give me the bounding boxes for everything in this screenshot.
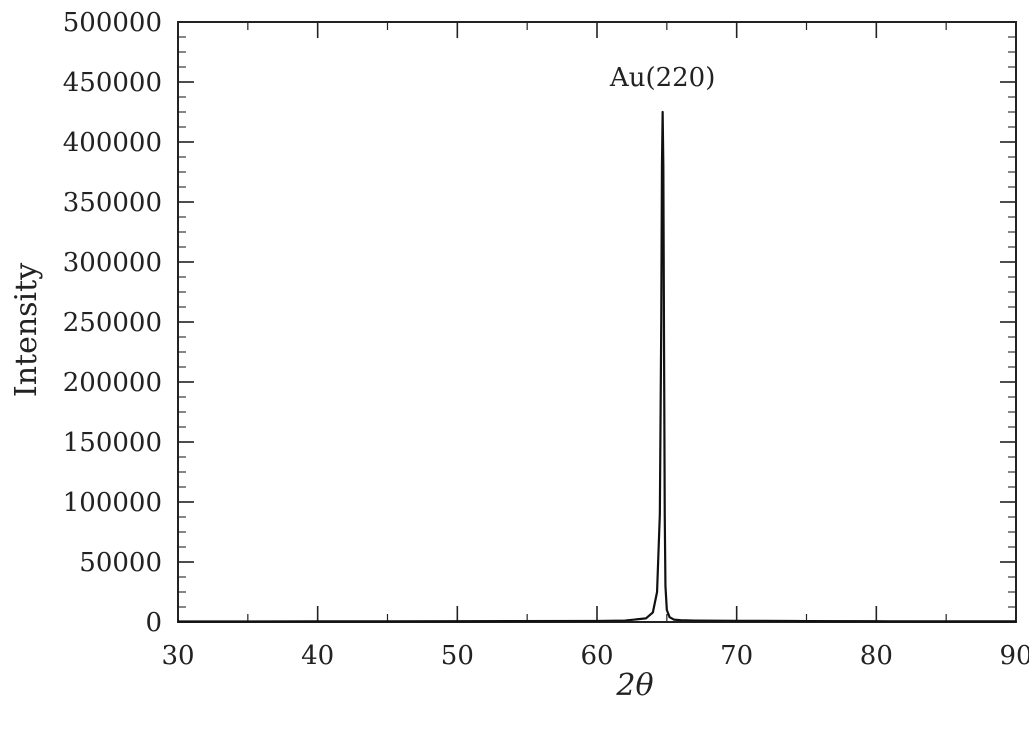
y-tick-label: 500000 bbox=[63, 8, 162, 38]
y-tick-label: 400000 bbox=[63, 128, 162, 158]
plot-frame bbox=[177, 21, 1017, 623]
y-tick-label: 300000 bbox=[63, 248, 162, 278]
y-tick-label: 250000 bbox=[63, 308, 162, 338]
x-tick-label: 40 bbox=[301, 641, 334, 671]
y-tick-label: 150000 bbox=[63, 428, 162, 458]
x-axis-title: 2θ bbox=[615, 668, 653, 703]
y-tick-label: 350000 bbox=[63, 188, 162, 218]
x-tick-label: 60 bbox=[580, 641, 613, 671]
x-tick-label: 50 bbox=[441, 641, 474, 671]
y-axis-title: Intensity bbox=[9, 263, 44, 397]
y-tick-label: 50000 bbox=[79, 548, 162, 578]
y-tick-labels: 0 50000 100000 150000 200000 250000 300000 3500… bbox=[63, 8, 162, 638]
y-tick-label: 0 bbox=[145, 608, 162, 638]
x-tick-label: 30 bbox=[161, 641, 194, 671]
x-tick-label: 90 bbox=[999, 641, 1029, 671]
series-line bbox=[177, 110, 1017, 623]
x-tick-label: 70 bbox=[720, 641, 753, 671]
major-ticks bbox=[177, 21, 1017, 623]
y-tick-label: 200000 bbox=[63, 368, 162, 398]
minor-ticks bbox=[178, 22, 1016, 622]
x-tick-labels: 30 40 50 60 70 80 90 bbox=[161, 641, 1029, 671]
y-tick-label: 100000 bbox=[63, 488, 162, 518]
y-tick-label: 450000 bbox=[63, 68, 162, 98]
peak-annotation: Au(220) bbox=[609, 63, 715, 93]
x-tick-label: 80 bbox=[860, 641, 893, 671]
